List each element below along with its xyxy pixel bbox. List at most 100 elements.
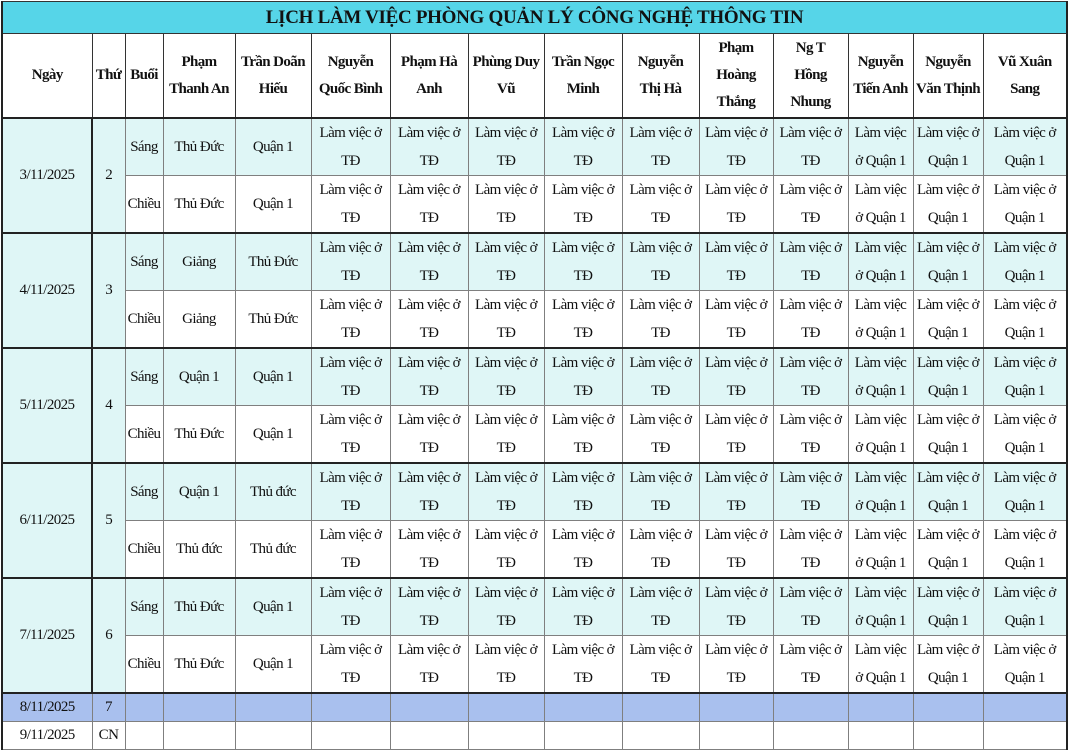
schedule-cell[interactable]: Làm việc ở TĐ [698, 462, 774, 521]
empty-cell[interactable] [234, 692, 312, 722]
schedule-cell[interactable]: Làm việc ở TĐ [621, 520, 700, 579]
schedule-cell[interactable]: Làm việc ở TĐ [467, 347, 545, 406]
empty-cell[interactable] [310, 721, 391, 750]
empty-cell[interactable] [982, 721, 1068, 750]
schedule-cell[interactable]: Làm việc ở TĐ [621, 290, 700, 349]
weekday-cell[interactable]: 4 [91, 347, 126, 464]
schedule-cell[interactable]: Làm việc ở TĐ [467, 405, 545, 464]
schedule-cell[interactable]: Làm việc ở TĐ [467, 635, 545, 694]
empty-cell[interactable] [389, 721, 469, 750]
schedule-cell[interactable]: Thủ Đức [162, 117, 236, 176]
date-cell[interactable]: 7/11/2025 [1, 577, 93, 694]
schedule-cell[interactable]: Làm việc ở Quận 1 [982, 347, 1068, 406]
schedule-cell[interactable]: Làm việc ở Quận 1 [912, 117, 984, 176]
schedule-cell[interactable]: Làm việc ở TĐ [467, 577, 545, 636]
schedule-cell[interactable]: Làm việc ở TĐ [772, 232, 849, 291]
session-cell[interactable]: Chiều [124, 635, 164, 694]
schedule-cell[interactable]: Thủ Đức [162, 175, 236, 234]
session-cell[interactable]: Chiều [124, 520, 164, 579]
schedule-cell[interactable]: Làm việc ở TĐ [467, 175, 545, 234]
schedule-cell[interactable]: Làm việc ở TĐ [310, 117, 391, 176]
schedule-cell[interactable]: Làm việc ở TĐ [389, 232, 469, 291]
schedule-cell[interactable]: Làm việc ở TĐ [772, 577, 849, 636]
weekday-cell[interactable]: 2 [91, 117, 126, 234]
schedule-cell[interactable]: Làm việc ở Quận 1 [847, 290, 914, 349]
schedule-cell[interactable]: Làm việc ở TĐ [467, 520, 545, 579]
schedule-cell[interactable]: Làm việc ở Quận 1 [847, 520, 914, 579]
schedule-cell[interactable]: Làm việc ở TĐ [389, 462, 469, 521]
schedule-cell[interactable]: Thủ Đức [162, 577, 236, 636]
empty-cell[interactable] [772, 692, 849, 722]
schedule-cell[interactable]: Làm việc ở TĐ [543, 405, 623, 464]
empty-cell[interactable] [912, 692, 984, 722]
session-cell[interactable]: Sáng [124, 232, 164, 291]
schedule-cell[interactable]: Làm việc ở TĐ [621, 462, 700, 521]
schedule-cell[interactable]: Làm việc ở TĐ [389, 577, 469, 636]
session-cell[interactable]: Chiều [124, 405, 164, 464]
session-cell[interactable]: Sáng [124, 117, 164, 176]
schedule-cell[interactable]: Làm việc ở TĐ [389, 175, 469, 234]
schedule-cell[interactable]: Làm việc ở TĐ [772, 520, 849, 579]
date-cell[interactable]: 5/11/2025 [1, 347, 93, 464]
schedule-cell[interactable]: Thủ Đức [162, 635, 236, 694]
schedule-cell[interactable]: Làm việc ở TĐ [467, 290, 545, 349]
empty-cell[interactable] [467, 692, 545, 722]
empty-cell[interactable] [912, 721, 984, 750]
schedule-cell[interactable]: Làm việc ở TĐ [389, 520, 469, 579]
schedule-cell[interactable]: Làm việc ở TĐ [543, 577, 623, 636]
schedule-cell[interactable]: Làm việc ở Quận 1 [847, 175, 914, 234]
schedule-cell[interactable]: Làm việc ở TĐ [389, 347, 469, 406]
schedule-cell[interactable]: Thủ Đức [162, 405, 236, 464]
empty-cell[interactable] [124, 692, 164, 722]
schedule-cell[interactable]: Làm việc ở TĐ [310, 635, 391, 694]
schedule-cell[interactable]: Làm việc ở TĐ [543, 175, 623, 234]
session-cell[interactable]: Sáng [124, 577, 164, 636]
weekday-cell[interactable]: 5 [91, 462, 126, 579]
empty-cell[interactable] [467, 721, 545, 750]
date-cell[interactable]: 6/11/2025 [1, 462, 93, 579]
schedule-cell[interactable]: Làm việc ở TĐ [389, 405, 469, 464]
schedule-cell[interactable]: Làm việc ở TĐ [543, 290, 623, 349]
session-cell[interactable]: Chiều [124, 175, 164, 234]
schedule-cell[interactable]: Làm việc ở TĐ [772, 347, 849, 406]
schedule-cell[interactable]: Làm việc ở TĐ [543, 232, 623, 291]
schedule-cell[interactable]: Làm việc ở Quận 1 [982, 117, 1068, 176]
schedule-cell[interactable]: Làm việc ở TĐ [310, 520, 391, 579]
empty-cell[interactable] [621, 692, 700, 722]
schedule-cell[interactable]: Làm việc ở TĐ [310, 175, 391, 234]
schedule-cell[interactable]: Làm việc ở TĐ [543, 520, 623, 579]
schedule-cell[interactable]: Thủ đức [162, 520, 236, 579]
schedule-cell[interactable]: Làm việc ở TĐ [467, 462, 545, 521]
schedule-cell[interactable]: Làm việc ở TĐ [310, 462, 391, 521]
schedule-cell[interactable]: Làm việc ở TĐ [621, 117, 700, 176]
schedule-cell[interactable]: Làm việc ở TĐ [389, 117, 469, 176]
empty-cell[interactable] [982, 692, 1068, 722]
schedule-cell[interactable]: Làm việc ở TĐ [389, 635, 469, 694]
schedule-cell[interactable]: Làm việc ở Quận 1 [982, 462, 1068, 521]
schedule-cell[interactable]: Làm việc ở TĐ [310, 232, 391, 291]
empty-cell[interactable] [698, 692, 774, 722]
schedule-cell[interactable]: Làm việc ở TĐ [543, 347, 623, 406]
schedule-cell[interactable]: Làm việc ở Quận 1 [982, 175, 1068, 234]
date-cell[interactable]: 4/11/2025 [1, 232, 93, 349]
schedule-cell[interactable]: Làm việc ở TĐ [698, 520, 774, 579]
schedule-cell[interactable]: Làm việc ở TĐ [543, 117, 623, 176]
date-cell[interactable]: 3/11/2025 [1, 117, 93, 234]
schedule-cell[interactable]: Làm việc ở TĐ [698, 117, 774, 176]
empty-cell[interactable] [310, 692, 391, 722]
schedule-cell[interactable]: Làm việc ở Quận 1 [847, 577, 914, 636]
schedule-cell[interactable]: Làm việc ở TĐ [310, 405, 391, 464]
schedule-cell[interactable]: Làm việc ở Quận 1 [982, 232, 1068, 291]
schedule-cell[interactable]: Làm việc ở TĐ [467, 232, 545, 291]
schedule-cell[interactable]: Làm việc ở TĐ [621, 405, 700, 464]
schedule-cell[interactable]: Làm việc ở Quận 1 [982, 290, 1068, 349]
schedule-cell[interactable]: Làm việc ở Quận 1 [982, 577, 1068, 636]
schedule-cell[interactable]: Thủ Đức [234, 232, 312, 291]
schedule-cell[interactable]: Làm việc ở TĐ [621, 577, 700, 636]
schedule-cell[interactable]: Làm việc ở Quận 1 [982, 520, 1068, 579]
empty-cell[interactable] [389, 692, 469, 722]
session-cell[interactable]: Chiều [124, 290, 164, 349]
schedule-cell[interactable]: Làm việc ở TĐ [310, 347, 391, 406]
weekday-cell[interactable]: CN [91, 721, 126, 750]
empty-cell[interactable] [543, 692, 623, 722]
